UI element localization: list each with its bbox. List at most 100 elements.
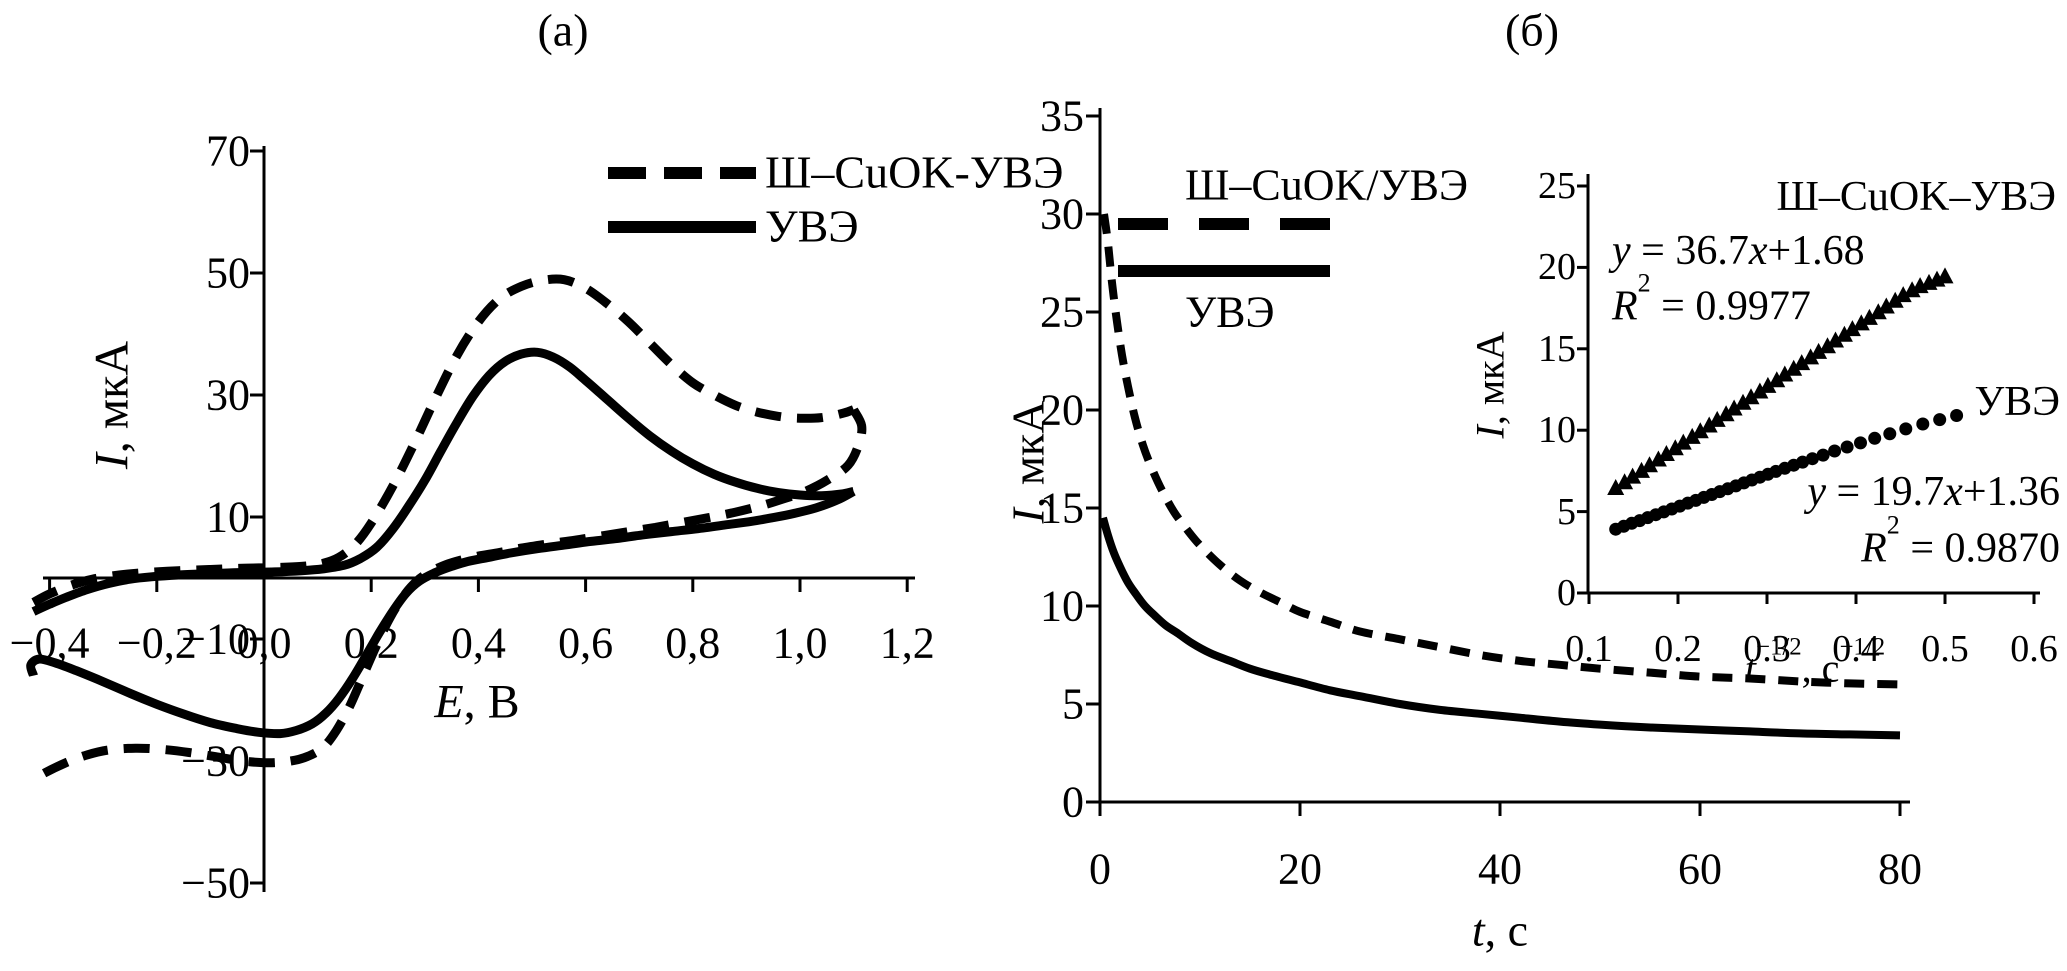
inset-x-sup1: −1/2 bbox=[1756, 633, 1802, 661]
tick-label: 0.5 bbox=[1921, 627, 1969, 670]
inset-r-squared-2: R2 = 0.9870 bbox=[1861, 510, 2060, 573]
tick-label: 20 bbox=[1040, 385, 1084, 435]
panel-b-x-unit: , с bbox=[1484, 904, 1529, 956]
inset-marker-circle bbox=[1950, 409, 1964, 422]
inset-marker-triangle bbox=[1860, 308, 1878, 325]
tick-label: 0.4 bbox=[1832, 627, 1880, 670]
panel-b-legend-solid-line bbox=[1118, 265, 1330, 277]
eq1-tail: +1.68 bbox=[1767, 228, 1865, 274]
tick-label: 20 bbox=[1538, 246, 1576, 289]
tick-label: 15 bbox=[1040, 483, 1084, 533]
inset-marker-triangle bbox=[1776, 365, 1794, 382]
panel_a-series-1-curve bbox=[30, 407, 867, 785]
tick-label: 5 bbox=[1062, 679, 1084, 729]
inset-marker-triangle bbox=[1700, 416, 1718, 433]
tick-label: 0,8 bbox=[665, 618, 721, 668]
inset-marker-circle bbox=[1805, 452, 1819, 466]
inset-marker-triangle bbox=[1852, 314, 1870, 331]
panel-a-legend-label-1: Ш–CuOK-УВЭ bbox=[765, 146, 1064, 198]
inset-marker-triangle bbox=[1894, 286, 1912, 303]
inset-y-axis-label: I, мкА bbox=[1467, 332, 1514, 439]
inset-marker-triangle bbox=[1751, 382, 1769, 399]
inset-marker-triangle bbox=[1903, 281, 1921, 298]
panel-b-legend-label-1: Ш–CuOK/УВЭ bbox=[1185, 160, 1469, 210]
inset-marker-triangle bbox=[1674, 433, 1692, 450]
inset-marker-triangle bbox=[1869, 303, 1887, 320]
inset-x-axis-label: t−1/2, с−1/2 bbox=[1745, 634, 1885, 692]
tick-label: 0.6 bbox=[2010, 627, 2058, 670]
inset-marker-triangle bbox=[1742, 388, 1760, 405]
r1-val: = 0.9977 bbox=[1650, 283, 1811, 330]
inset-marker-triangle bbox=[1708, 410, 1726, 427]
tick-label: 10 bbox=[206, 492, 250, 542]
tick-label: 0.1 bbox=[1565, 627, 1613, 670]
panel-a-legend-label-2: УВЭ bbox=[765, 200, 859, 252]
inset-marker-circle bbox=[1868, 431, 1882, 445]
inset-equation-1: y = 36.7x+1.68 bbox=[1612, 227, 1865, 275]
inset-marker-triangle bbox=[1683, 427, 1701, 444]
eq1-y: y bbox=[1612, 228, 1631, 274]
tick-label: 0 bbox=[1557, 572, 1576, 614]
inset-marker-triangle bbox=[1633, 461, 1650, 478]
inset-marker-circle bbox=[1916, 417, 1930, 431]
inset-marker-circle bbox=[1796, 455, 1810, 469]
eq2-x: x bbox=[1944, 469, 1963, 515]
r2-sym: R bbox=[1861, 525, 1887, 572]
tick-label: 30 bbox=[1040, 189, 1084, 239]
inset-marker-triangle bbox=[1785, 359, 1803, 376]
tick-label: 10 bbox=[1538, 409, 1576, 452]
eq2-mid: = 19.7 bbox=[1825, 469, 1945, 515]
inset-marker-triangle bbox=[1616, 473, 1634, 490]
tick-label: −10 bbox=[181, 614, 250, 664]
inset-marker-triangle bbox=[1657, 445, 1675, 461]
panel-a-y-axis-label: I, мкА bbox=[85, 341, 140, 469]
inset-y-unit: , мкА bbox=[1467, 331, 1513, 426]
inset-x-mid: , с bbox=[1801, 645, 1840, 691]
inset-marker-triangle bbox=[1877, 297, 1895, 314]
r2-sup: 2 bbox=[1886, 510, 1900, 540]
tick-label: 10 bbox=[1040, 581, 1084, 631]
tick-label: 1,0 bbox=[772, 618, 828, 668]
tick-label: −0,2 bbox=[116, 618, 197, 668]
panel_b-series-1-curve bbox=[1100, 213, 1901, 689]
inset-marker-triangle bbox=[1835, 325, 1853, 342]
tick-label: 30 bbox=[206, 370, 250, 420]
inset-marker-circle bbox=[1933, 413, 1947, 427]
panel-a-x-unit: , В bbox=[463, 675, 520, 729]
panel_a-series-2-curve bbox=[31, 347, 855, 616]
inset-marker-triangle bbox=[1641, 456, 1658, 473]
panel-a-legend-dashed-line bbox=[608, 167, 756, 179]
tick-label: 0,6 bbox=[558, 618, 614, 668]
inset-marker-triangle bbox=[1843, 320, 1861, 337]
panel-a-legend-solid-line bbox=[608, 221, 756, 233]
inset-marker-triangle bbox=[1607, 479, 1625, 495]
inset-marker-triangle bbox=[1691, 422, 1709, 439]
eq1-x: x bbox=[1748, 228, 1768, 274]
eq2-y: y bbox=[1807, 469, 1826, 515]
tick-label: −0,4 bbox=[9, 618, 90, 668]
tick-label: 0,0 bbox=[236, 618, 292, 668]
tick-label: 50 bbox=[206, 248, 250, 298]
inset-marker-triangle bbox=[1649, 450, 1667, 467]
tick-label: 40 bbox=[1478, 844, 1522, 894]
panel-a-x-axis-label: E, В bbox=[434, 675, 519, 730]
panel-b-legend-dashed-line bbox=[1118, 218, 1330, 230]
inset-marker-circle bbox=[1816, 448, 1830, 462]
tick-label: 35 bbox=[1040, 91, 1084, 141]
inset-r-squared-1: R2 = 0.9977 bbox=[1612, 268, 1811, 331]
tick-label: −30 bbox=[181, 736, 250, 786]
inset-marker-triangle bbox=[1827, 331, 1844, 348]
inset-marker-triangle bbox=[1666, 439, 1684, 456]
panel-b-x-var: t bbox=[1471, 904, 1485, 956]
r1-sup: 2 bbox=[1637, 268, 1651, 298]
tick-label: 0.2 bbox=[1654, 627, 1702, 670]
inset-marker-circle bbox=[1840, 440, 1854, 454]
tick-label: 60 bbox=[1678, 844, 1722, 894]
inset-x-sup2: −1/2 bbox=[1839, 633, 1886, 661]
inset-marker-triangle bbox=[1624, 467, 1642, 484]
r2-val: = 0.9870 bbox=[1899, 525, 2060, 572]
tick-label: 0,2 bbox=[343, 618, 399, 668]
inset-series1-name: Ш–CuOK–УВЭ bbox=[1776, 174, 2056, 220]
